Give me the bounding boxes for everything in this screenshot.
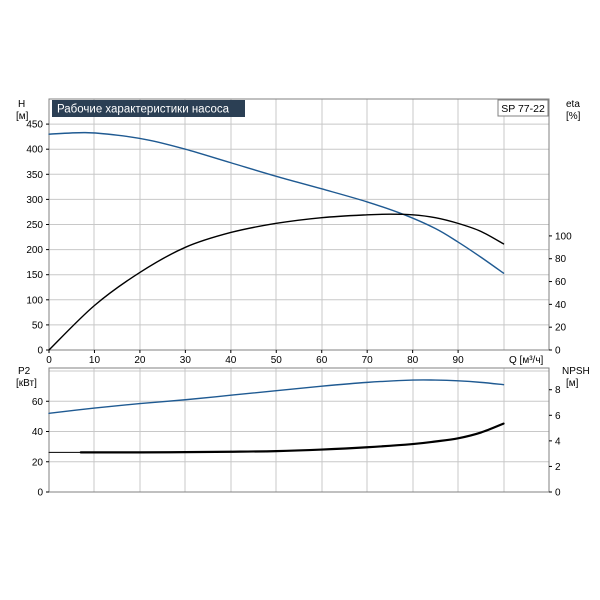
- x-tick-label: 60: [316, 355, 328, 366]
- top-right-axis-unit: [%]: [566, 111, 581, 122]
- top-left-tick-label: 450: [26, 120, 43, 131]
- model-label: SP 77-22: [501, 103, 545, 115]
- top-left-axis-label: H: [18, 99, 25, 110]
- bottom-left-axis-label: P2: [18, 366, 31, 377]
- top-left-tick-label: 0: [37, 346, 43, 357]
- top-right-tick-label: 100: [555, 231, 572, 242]
- x-tick-label: 10: [89, 355, 101, 366]
- top-left-tick-label: 100: [26, 295, 43, 306]
- bottom-left-tick-label: 20: [32, 457, 44, 468]
- x-tick-label: 80: [407, 355, 419, 366]
- top-right-tick-label: 20: [555, 323, 567, 334]
- bottom-series-line-0: [48, 379, 505, 415]
- bottom-series-line-1: [79, 422, 505, 454]
- model-label-box: [497, 99, 549, 117]
- top-left-tick-label: 50: [32, 320, 44, 331]
- bottom-right-tick-label: 2: [555, 462, 561, 473]
- top-right-tick-label: 60: [555, 277, 567, 288]
- title-box: [52, 100, 245, 117]
- top-left-axis-unit: [м]: [16, 111, 29, 122]
- top-left-tick-label: 150: [26, 270, 43, 281]
- chart-title: Рабочие характеристики насоса: [57, 104, 230, 116]
- top-right-tick-label: 40: [555, 300, 567, 311]
- top-left-tick-label: 200: [26, 245, 43, 256]
- bottom-left-tick-label: 0: [37, 488, 43, 499]
- x-tick-label: 90: [453, 355, 465, 366]
- bottom-right-axis-label: NPSH: [562, 366, 590, 377]
- bottom-right-axis-unit: [м]: [566, 378, 579, 389]
- x-tick-label: 20: [134, 355, 146, 366]
- x-axis-label: Q [м³/ч]: [509, 355, 544, 366]
- x-tick-label: 70: [362, 355, 374, 366]
- bottom-right-tick-label: 4: [555, 436, 561, 447]
- bottom-left-tick-label: 60: [32, 397, 44, 408]
- x-tick-label: 0: [46, 355, 52, 366]
- bottom-right-tick-label: 6: [555, 411, 561, 422]
- x-tick-label: 50: [271, 355, 283, 366]
- top-series-line-1: [48, 213, 505, 351]
- x-tick-label: 30: [180, 355, 192, 366]
- bottom-left-tick-label: 40: [32, 427, 44, 438]
- bottom-plot-frame: [48, 367, 550, 493]
- top-left-tick-label: 300: [26, 195, 43, 206]
- bottom-right-tick-label: 0: [555, 488, 561, 499]
- top-left-tick-label: 350: [26, 170, 43, 181]
- top-series-line-0: [48, 131, 505, 274]
- top-right-tick-label: 80: [555, 254, 567, 265]
- top-left-tick-label: 400: [26, 145, 43, 156]
- top-right-axis-label: eta: [566, 99, 580, 110]
- top-left-tick-label: 250: [26, 220, 43, 231]
- bottom-left-axis-unit: [кВт]: [16, 378, 37, 389]
- bottom-right-tick-label: 8: [555, 385, 561, 396]
- x-tick-label: 40: [225, 355, 237, 366]
- top-right-tick-label: 0: [555, 346, 561, 357]
